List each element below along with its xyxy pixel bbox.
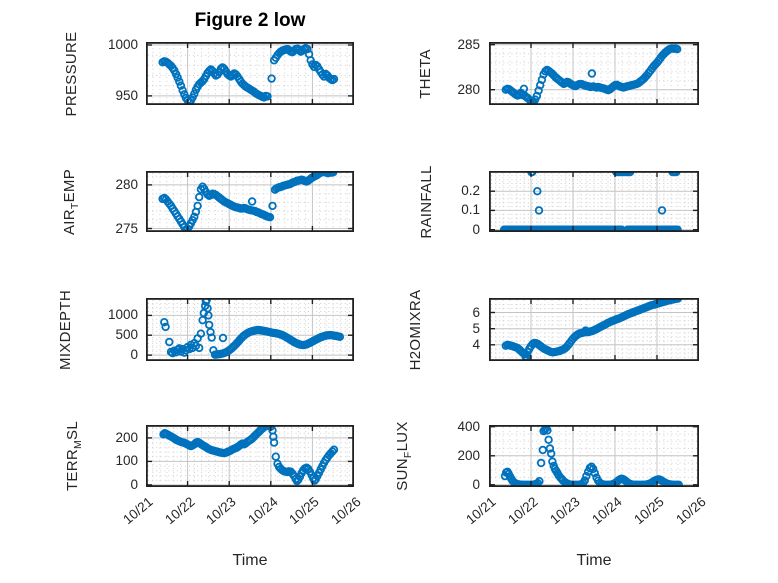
y-tick-label-h2omixra: 4 xyxy=(472,336,480,352)
y-axis-label-part: THETA xyxy=(417,48,434,99)
x-axis-label: Time xyxy=(576,552,612,569)
y-axis-label-part: RAINFALL xyxy=(418,164,435,239)
plot-area-pressure xyxy=(145,41,355,106)
plot-area-terr-msl xyxy=(145,424,355,488)
y-tick-label-mixdepth: 0 xyxy=(130,347,138,363)
figure-title: Figure 2 low xyxy=(194,10,306,31)
y-tick-label-sun-flux: 200 xyxy=(457,447,480,463)
plot-area-theta xyxy=(488,41,700,106)
plot-area-h2omixra xyxy=(488,297,700,362)
y-tick-label-terr-msl: 200 xyxy=(115,429,138,445)
y-axis-label-part: M xyxy=(72,439,84,449)
plot-area-air-temp xyxy=(145,170,355,233)
subplot-terr-msl xyxy=(145,424,355,488)
y-tick-label-air-temp: 275 xyxy=(115,220,138,236)
y-tick-label-terr-msl: 100 xyxy=(115,453,138,469)
y-tick-label-theta: 285 xyxy=(457,36,480,52)
y-axis-label-sun-flux: SUNFLUX xyxy=(394,356,416,556)
y-tick-label-rainfall: 0.1 xyxy=(461,202,480,218)
y-tick-label-air-temp: 280 xyxy=(115,176,138,192)
y-axis-label-part: T xyxy=(69,201,81,209)
plot-area-rainfall xyxy=(488,170,700,233)
y-tick-label-mixdepth: 1000 xyxy=(107,307,138,323)
y-tick-label-mixdepth: 500 xyxy=(115,327,138,343)
y-tick-label-rainfall: 0.2 xyxy=(461,183,480,199)
subplot-rainfall xyxy=(488,170,700,233)
y-axis-label-part: SL xyxy=(64,420,81,440)
y-tick-label-h2omixra: 6 xyxy=(472,304,480,320)
subplot-h2omixra xyxy=(488,297,700,362)
y-axis-label-part: SUN xyxy=(394,458,411,491)
x-axis-label: Time xyxy=(232,552,268,569)
y-tick-label-pressure: 1000 xyxy=(107,37,138,53)
y-tick-label-sun-flux: 400 xyxy=(457,418,480,434)
y-axis-label-terr-msl: TERRMSL xyxy=(64,356,86,556)
y-axis-label-part: F xyxy=(402,451,414,459)
subplot-air-temp xyxy=(145,170,355,233)
y-tick-label-pressure: 950 xyxy=(115,87,138,103)
y-tick-label-rainfall: 0 xyxy=(472,221,480,237)
y-axis-label-part: EMP xyxy=(61,168,78,202)
plot-area-mixdepth xyxy=(145,297,355,362)
y-tick-label-h2omixra: 5 xyxy=(472,320,480,336)
y-tick-label-sun-flux: 0 xyxy=(472,476,480,492)
subplot-mixdepth xyxy=(145,297,355,362)
subplot-sun-flux xyxy=(488,424,700,488)
subplot-pressure xyxy=(145,41,355,106)
y-tick-label-terr-msl: 0 xyxy=(130,476,138,492)
y-axis-label-part: LUX xyxy=(394,421,411,452)
subplot-theta xyxy=(488,41,700,106)
y-axis-label-part: TERR xyxy=(64,448,81,492)
plot-area-sun-flux xyxy=(488,424,700,488)
y-tick-label-theta: 280 xyxy=(457,81,480,97)
